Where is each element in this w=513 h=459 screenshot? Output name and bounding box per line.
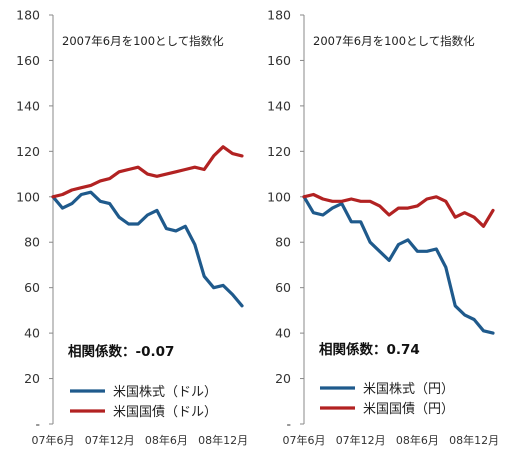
chart-1-x-tick-label: 08年6月 — [145, 433, 188, 447]
chart-2-correlation: 相関係数：0.74 — [319, 341, 420, 358]
chart-2-y-tick-label: 80 — [275, 235, 291, 250]
chart-2-x-tick-label: 07年12月 — [336, 433, 386, 447]
chart-1-series-1-line — [51, 190, 244, 308]
chart-2-series-2-line — [302, 192, 495, 228]
chart-1-y-tick-label: 80 — [24, 235, 40, 250]
chart-1-x-tick-label: 07年12月 — [85, 433, 135, 447]
chart-2-legend-label-2: 米国国債（円） — [363, 402, 454, 417]
chart-2-y-tick-label: 180 — [267, 8, 291, 23]
chart-2-legend-label-1: 米国株式（円） — [363, 382, 454, 397]
chart-2-x-tick-label: 07年6月 — [283, 433, 326, 447]
chart-1-y-tick-label: 120 — [16, 144, 40, 159]
chart-2-y-tick-label: 20 — [275, 371, 291, 386]
chart-2-y-tick-label: - — [286, 417, 291, 432]
chart-1-legend-label-2: 米国国債（ドル） — [113, 405, 217, 420]
chart-2-y-tick-label: 140 — [267, 98, 291, 113]
chart-1-correlation: 相関係数：-0.07 — [68, 343, 174, 360]
chart-2-x-tick-label: 08年6月 — [396, 433, 439, 447]
chart-2-x-tick-label: 08年12月 — [449, 433, 499, 447]
chart-1-y-tick-label: 60 — [24, 280, 40, 295]
chart-1-y-tick-label: 140 — [16, 98, 40, 113]
chart-1-y-tick-label: 20 — [24, 371, 40, 386]
chart-2-y-tick-label: 60 — [275, 280, 291, 295]
chart-1-y-tick-label: 100 — [16, 189, 40, 204]
chart-2: - 20 40 60 80 100 120 140 160 180 07年6月 07年12月 08年6月… — [267, 8, 499, 448]
chart-1-legend-label-1: 米国株式（ドル） — [113, 385, 217, 400]
chart-2-y-tick-label: 120 — [267, 144, 291, 159]
chart-1: - 20 40 60 80 100 120 140 160 180 07年6月 07年12月 08年6月… — [16, 8, 248, 448]
chart-2-y-tick-label: 100 — [267, 189, 291, 204]
chart-1-x-tick-label: 07年6月 — [32, 433, 75, 447]
chart-2-y-tick-label: 40 — [275, 326, 291, 341]
chart-1-y-tick-label: 160 — [16, 53, 40, 68]
chart-1-x-tick-label: 08年12月 — [198, 433, 248, 447]
chart-1-series-2-line — [51, 145, 244, 199]
chart-1-y-tick-label: 40 — [24, 326, 40, 341]
chart-2-series-1-line — [302, 195, 495, 335]
chart-1-y-tick-label: 180 — [16, 8, 40, 23]
chart-2-note: 2007年6月を100として指数化 — [313, 34, 475, 48]
chart-1-y-tick-label: - — [35, 417, 40, 432]
chart-1-note: 2007年6月を100として指数化 — [62, 34, 224, 48]
chart-2-y-tick-label: 160 — [267, 53, 291, 68]
